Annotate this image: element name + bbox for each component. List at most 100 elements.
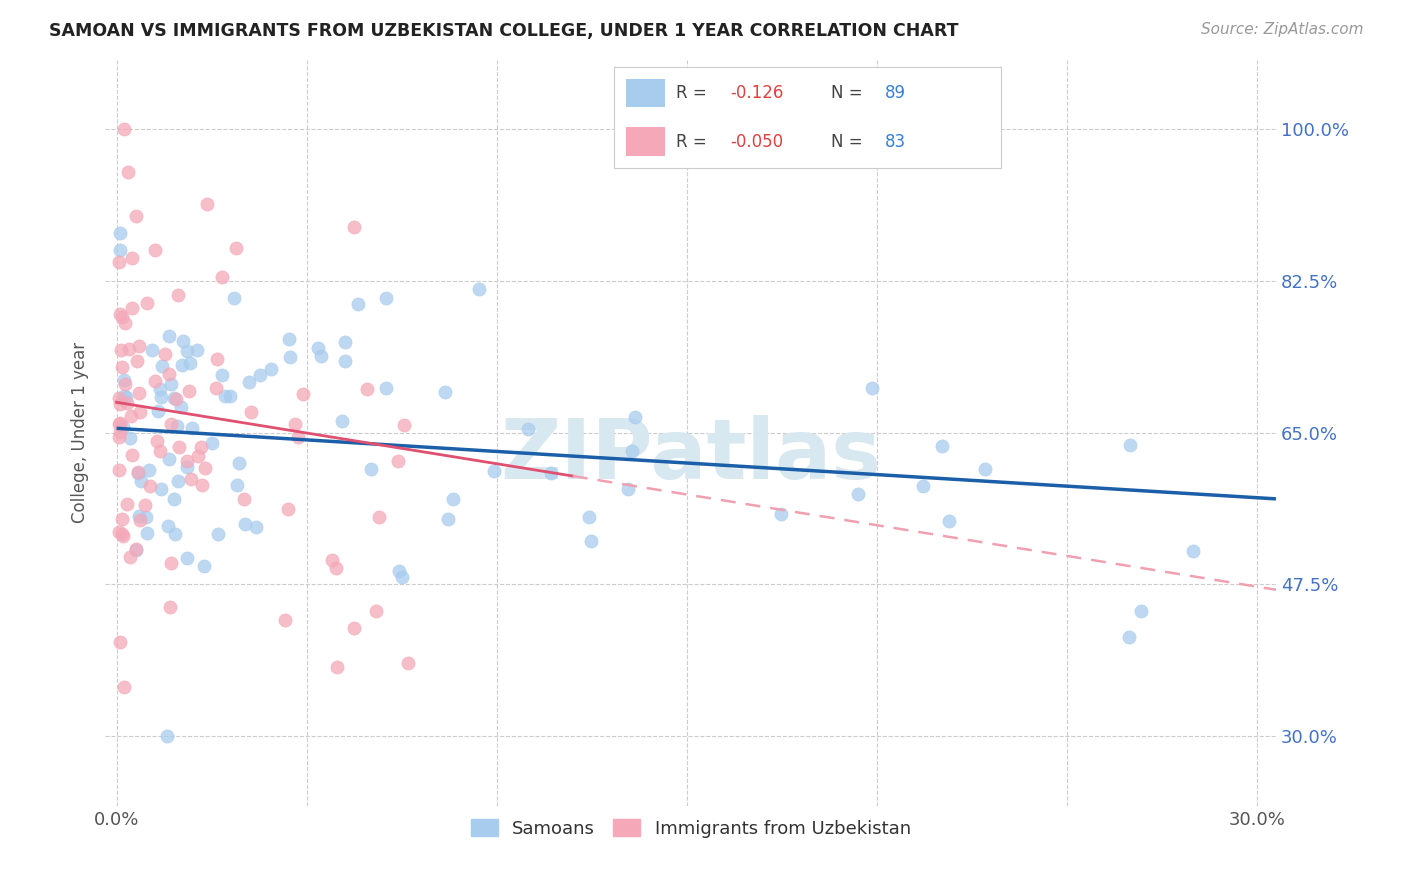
Point	[368, 509, 391, 524]
Point	[388, 564, 411, 578]
Point	[117, 396, 139, 410]
Point	[156, 729, 179, 743]
Point	[540, 466, 562, 480]
Point	[110, 244, 132, 258]
Point	[333, 335, 356, 350]
Point	[107, 430, 129, 444]
Point	[111, 360, 134, 375]
Point	[156, 519, 179, 533]
Point	[1129, 604, 1152, 618]
Point	[1119, 437, 1142, 451]
Point	[112, 680, 135, 694]
Point	[120, 431, 142, 445]
Point	[277, 501, 299, 516]
Point	[107, 417, 129, 431]
Point	[136, 526, 159, 541]
Y-axis label: College, Under 1 year: College, Under 1 year	[72, 343, 89, 524]
Point	[131, 474, 153, 488]
Point	[190, 440, 212, 454]
Point	[159, 599, 181, 614]
Point	[437, 511, 460, 525]
Point	[107, 255, 129, 269]
Point	[172, 358, 194, 372]
Point	[846, 487, 869, 501]
Point	[120, 409, 142, 423]
Point	[134, 498, 156, 512]
Point	[110, 310, 132, 324]
Point	[112, 373, 135, 387]
Point	[160, 556, 183, 570]
Point	[118, 343, 141, 357]
Point	[127, 466, 149, 480]
Point	[194, 461, 217, 475]
Point	[364, 604, 387, 618]
Point	[391, 570, 413, 584]
Point	[517, 422, 540, 436]
Point	[150, 359, 173, 373]
Point	[153, 347, 176, 361]
Point	[129, 405, 152, 419]
Point	[325, 561, 347, 575]
Point	[433, 384, 456, 399]
Point	[108, 417, 131, 431]
Point	[157, 452, 180, 467]
Point	[146, 403, 169, 417]
Point	[167, 474, 190, 488]
Point	[392, 417, 415, 432]
Point	[211, 269, 233, 284]
Point	[136, 295, 159, 310]
Legend: Samoans, Immigrants from Uzbekistan: Samoans, Immigrants from Uzbekistan	[464, 812, 918, 846]
Point	[176, 343, 198, 358]
Point	[125, 353, 148, 368]
Point	[149, 382, 172, 396]
Point	[333, 354, 356, 368]
Point	[207, 526, 229, 541]
Point	[163, 492, 186, 507]
Point	[309, 349, 332, 363]
Point	[204, 381, 226, 395]
Point	[128, 513, 150, 527]
Point	[195, 197, 218, 211]
Point	[170, 400, 193, 414]
Point	[139, 479, 162, 493]
Point	[321, 553, 343, 567]
Point	[167, 440, 190, 454]
Point	[330, 414, 353, 428]
Point	[163, 526, 186, 541]
Point	[260, 362, 283, 376]
Point	[343, 621, 366, 635]
Point	[222, 291, 245, 305]
Point	[308, 341, 330, 355]
Point	[468, 282, 491, 296]
Point	[120, 549, 142, 564]
Point	[149, 390, 172, 404]
Point	[163, 391, 186, 405]
Point	[218, 389, 240, 403]
Point	[226, 477, 249, 491]
Point	[108, 397, 131, 411]
Point	[187, 449, 209, 463]
Point	[143, 375, 166, 389]
Point	[233, 517, 256, 532]
Point	[108, 634, 131, 648]
Point	[112, 419, 135, 434]
Point	[128, 339, 150, 353]
Point	[375, 381, 398, 395]
Point	[441, 491, 464, 506]
Point	[111, 527, 134, 541]
Point	[176, 551, 198, 566]
Point	[482, 464, 505, 478]
Point	[360, 462, 382, 476]
Point	[326, 660, 349, 674]
Point	[201, 436, 224, 450]
Point	[159, 329, 181, 343]
Point	[111, 512, 134, 526]
Point	[186, 343, 208, 357]
Point	[167, 288, 190, 302]
Point	[278, 351, 301, 365]
Point	[343, 219, 366, 234]
Point	[112, 122, 135, 136]
Point	[238, 376, 260, 390]
Point	[225, 241, 247, 255]
Point	[177, 384, 200, 399]
